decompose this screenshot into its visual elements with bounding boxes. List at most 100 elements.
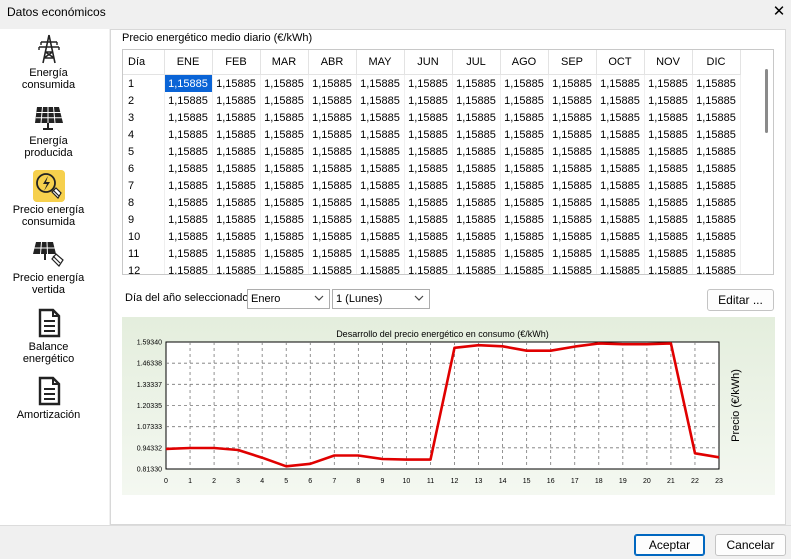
- sidebar-splitter[interactable]: [97, 29, 109, 525]
- price-cell[interactable]: 1,15885: [356, 160, 405, 177]
- price-cell[interactable]: 1,15885: [500, 74, 549, 92]
- price-cell[interactable]: 1,15885: [596, 92, 645, 109]
- price-cell[interactable]: 1,15885: [356, 245, 405, 262]
- price-cell[interactable]: 1,15885: [308, 211, 357, 228]
- price-cell[interactable]: 1,15885: [452, 126, 501, 143]
- sidebar-item-precio-energia-vertida[interactable]: Precio energía vertida: [0, 238, 97, 296]
- price-cell[interactable]: 1,15885: [164, 194, 213, 211]
- price-cell[interactable]: 1,15885: [548, 245, 597, 262]
- price-cell[interactable]: 1,15885: [356, 262, 405, 274]
- price-cell[interactable]: 1,15885: [356, 177, 405, 194]
- price-cell[interactable]: 1,15885: [260, 74, 309, 92]
- price-cell[interactable]: 1,15885: [692, 228, 741, 245]
- column-header-may[interactable]: MAY: [356, 50, 405, 75]
- month-select[interactable]: Enero: [247, 289, 330, 309]
- sidebar-item-balance-energetico[interactable]: Balance energético: [0, 307, 97, 365]
- price-cell[interactable]: 1,15885: [644, 245, 693, 262]
- price-cell[interactable]: 1,15885: [308, 177, 357, 194]
- price-cell[interactable]: 1,15885: [404, 92, 453, 109]
- price-cell[interactable]: 1,15885: [548, 177, 597, 194]
- price-cell[interactable]: 1,15885: [308, 92, 357, 109]
- price-cell[interactable]: 1,15885: [692, 211, 741, 228]
- price-cell[interactable]: 1,15885: [404, 211, 453, 228]
- price-cell[interactable]: 1,15885: [452, 160, 501, 177]
- price-cell[interactable]: 1,15885: [308, 109, 357, 126]
- price-cell[interactable]: 1,15885: [164, 92, 213, 109]
- sidebar-item-amortizacion[interactable]: Amortización: [0, 375, 97, 421]
- price-cell[interactable]: 1,15885: [260, 262, 309, 274]
- price-cell[interactable]: 1,15885: [164, 211, 213, 228]
- column-header-abr[interactable]: ABR: [308, 50, 357, 75]
- price-cell[interactable]: 1,15885: [356, 92, 405, 109]
- price-cell[interactable]: 1,15885: [356, 126, 405, 143]
- price-cell[interactable]: 1,15885: [692, 143, 741, 160]
- price-cell[interactable]: 1,15885: [452, 143, 501, 160]
- price-cell[interactable]: 1,15885: [692, 194, 741, 211]
- price-cell[interactable]: 1,15885: [452, 74, 501, 92]
- price-cell[interactable]: 1,15885: [500, 228, 549, 245]
- price-cell[interactable]: 1,15885: [692, 74, 741, 92]
- price-cell[interactable]: 1,15885: [212, 245, 261, 262]
- price-cell[interactable]: 1,15885: [548, 126, 597, 143]
- column-header-dic[interactable]: DIC: [692, 50, 741, 75]
- price-cell[interactable]: 1,15885: [164, 109, 213, 126]
- close-icon[interactable]: ✕: [772, 3, 786, 20]
- price-cell[interactable]: 1,15885: [308, 194, 357, 211]
- price-cell[interactable]: 1,15885: [500, 194, 549, 211]
- price-cell[interactable]: 1,15885: [212, 228, 261, 245]
- price-cell[interactable]: 1,15885: [452, 262, 501, 274]
- column-header-sep[interactable]: SEP: [548, 50, 597, 75]
- price-cell[interactable]: 1,15885: [404, 74, 453, 92]
- price-cell[interactable]: 1,15885: [164, 160, 213, 177]
- price-cell[interactable]: 1,15885: [164, 245, 213, 262]
- price-cell[interactable]: 1,15885: [644, 74, 693, 92]
- price-cell[interactable]: 1,15885: [596, 177, 645, 194]
- price-cell[interactable]: 1,15885: [164, 228, 213, 245]
- price-cell[interactable]: 1,15885: [260, 126, 309, 143]
- price-cell[interactable]: 1,15885: [692, 109, 741, 126]
- price-cell[interactable]: 1,15885: [356, 143, 405, 160]
- price-cell[interactable]: 1,15885: [596, 194, 645, 211]
- price-cell[interactable]: 1,15885: [692, 92, 741, 109]
- price-cell[interactable]: 1,15885: [212, 160, 261, 177]
- price-cell[interactable]: 1,15885: [692, 160, 741, 177]
- price-cell[interactable]: 1,15885: [308, 160, 357, 177]
- price-cell[interactable]: 1,15885: [212, 177, 261, 194]
- price-cell[interactable]: 1,15885: [644, 92, 693, 109]
- price-cell[interactable]: 1,15885: [212, 143, 261, 160]
- price-cell[interactable]: 1,15885: [164, 177, 213, 194]
- price-cell[interactable]: 1,15885: [260, 211, 309, 228]
- sidebar-item-energia-producida[interactable]: Energía producida: [0, 101, 97, 159]
- price-cell[interactable]: 1,15885: [404, 109, 453, 126]
- price-cell[interactable]: 1,15885: [260, 109, 309, 126]
- price-cell[interactable]: 1,15885: [644, 194, 693, 211]
- price-cell[interactable]: 1,15885: [596, 245, 645, 262]
- price-cell[interactable]: 1,15885: [596, 109, 645, 126]
- column-header-ene[interactable]: ENE: [164, 50, 213, 75]
- price-cell[interactable]: 1,15885: [404, 160, 453, 177]
- price-cell[interactable]: 1,15885: [404, 126, 453, 143]
- price-cell[interactable]: 1,15885: [500, 160, 549, 177]
- price-cell[interactable]: 1,15885: [212, 211, 261, 228]
- price-cell[interactable]: 1,15885: [404, 177, 453, 194]
- price-cell[interactable]: 1,15885: [596, 143, 645, 160]
- price-cell[interactable]: 1,15885: [452, 228, 501, 245]
- price-cell[interactable]: 1,15885: [548, 160, 597, 177]
- price-cell[interactable]: 1,15885: [308, 245, 357, 262]
- price-cell[interactable]: 1,15885: [500, 245, 549, 262]
- price-cell[interactable]: 1,15885: [644, 143, 693, 160]
- price-cell[interactable]: 1,15885: [500, 92, 549, 109]
- price-cell[interactable]: 1,15885: [212, 262, 261, 274]
- price-cell[interactable]: 1,15885: [356, 211, 405, 228]
- column-header-jul[interactable]: JUL: [452, 50, 501, 75]
- price-cell[interactable]: 1,15885: [260, 160, 309, 177]
- price-cell[interactable]: 1,15885: [548, 92, 597, 109]
- price-cell[interactable]: 1,15885: [212, 126, 261, 143]
- price-cell[interactable]: 1,15885: [164, 126, 213, 143]
- price-cell[interactable]: 1,15885: [500, 143, 549, 160]
- column-header-jun[interactable]: JUN: [404, 50, 453, 75]
- price-cell[interactable]: 1,15885: [164, 143, 213, 160]
- price-cell[interactable]: 1,15885: [596, 126, 645, 143]
- price-cell[interactable]: 1,15885: [308, 143, 357, 160]
- price-cell[interactable]: 1,15885: [644, 160, 693, 177]
